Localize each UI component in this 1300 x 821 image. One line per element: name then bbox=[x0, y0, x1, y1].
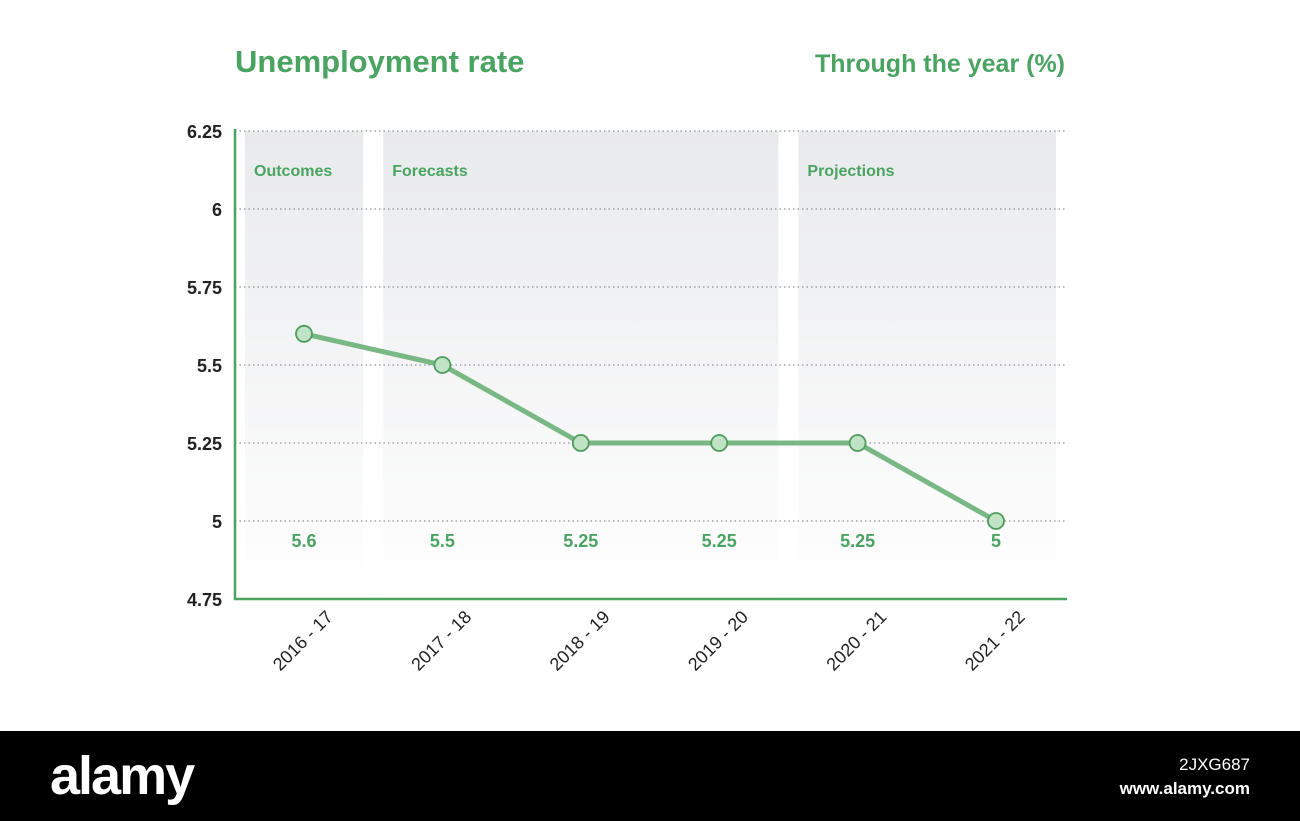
footer-image-id: 2JXG687 bbox=[1179, 755, 1250, 774]
y-tick-label: 5.5 bbox=[197, 356, 222, 376]
footer-image-info: 2JXG687 www.alamy.com bbox=[1120, 753, 1250, 801]
x-tick-label: 2018 - 19 bbox=[546, 607, 614, 675]
data-label: 5.25 bbox=[702, 531, 737, 551]
footer-logo: alamy bbox=[50, 746, 195, 806]
data-point-marker bbox=[987, 512, 1005, 530]
data-label: 5.25 bbox=[840, 531, 875, 551]
data-point-marker bbox=[571, 434, 590, 452]
region-label-forecasts: Forecasts bbox=[392, 163, 468, 180]
data-label: 5.6 bbox=[291, 531, 316, 551]
data-label: 5.5 bbox=[430, 531, 455, 551]
chart-title: Unemployment rate bbox=[235, 44, 524, 79]
series-line bbox=[301, 331, 999, 524]
y-tick-label: 4.75 bbox=[187, 590, 222, 610]
x-axis-tick-labels: 2016 - 17 2017 - 18 2018 - 19 2019 - 20 2020… bbox=[269, 607, 1029, 675]
data-label: 5.25 bbox=[563, 531, 598, 551]
region-label-projections: Projections bbox=[807, 163, 894, 180]
x-tick-label: 2016 - 17 bbox=[269, 607, 337, 675]
x-tick-label: 2021 - 22 bbox=[961, 607, 1029, 675]
x-tick-label: 2019 - 20 bbox=[684, 607, 752, 675]
data-point-marker bbox=[710, 434, 729, 452]
y-axis-tick-labels: 6.25 6 5.75 5.5 5.25 5 4.75 bbox=[187, 122, 222, 610]
y-tick-label: 6 bbox=[212, 200, 222, 220]
y-tick-label: 5.75 bbox=[187, 278, 222, 298]
axes bbox=[233, 129, 1067, 601]
y-tick-label: 5.25 bbox=[187, 434, 222, 454]
region-label-outcomes: Outcomes bbox=[254, 163, 332, 180]
chart-subtitle: Through the year (%) bbox=[815, 50, 1065, 78]
data-label: 5 bbox=[991, 531, 1001, 551]
region-labels: Outcomes Forecasts Projections bbox=[254, 163, 895, 180]
data-series bbox=[295, 324, 1005, 530]
x-tick-label: 2020 - 21 bbox=[823, 607, 891, 675]
x-tick-label: 2017 - 18 bbox=[407, 607, 475, 675]
footer-bar: alamy 2JXG687 www.alamy.com bbox=[0, 731, 1300, 821]
footer-url: www.alamy.com bbox=[1119, 779, 1250, 798]
data-point-marker bbox=[433, 356, 452, 374]
data-labels: 5.6 5.5 5.25 5.25 5.25 5 bbox=[291, 531, 1001, 551]
y-tick-label: 5 bbox=[212, 512, 222, 532]
region-panel-projections bbox=[798, 131, 1056, 599]
data-point-marker bbox=[848, 434, 867, 452]
y-tick-label: 6.25 bbox=[187, 122, 222, 142]
data-point-marker bbox=[295, 324, 313, 343]
unemployment-chart: Unemployment rate Through the year (%) O… bbox=[187, 44, 1067, 675]
